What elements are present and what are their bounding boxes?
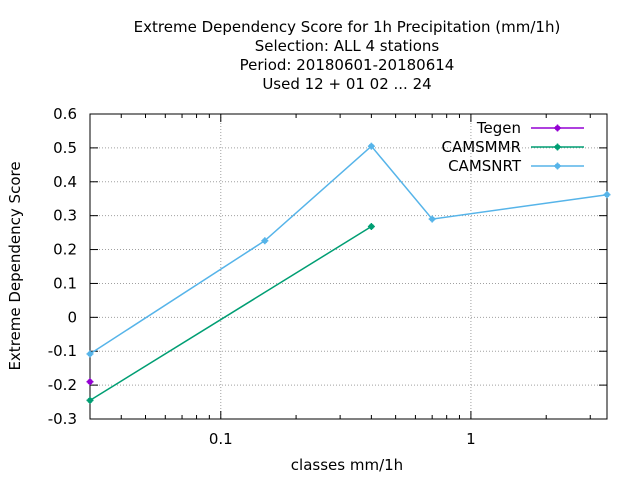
legend-item-camsnrt: CAMSNRT	[448, 157, 584, 175]
data-point-camsmmr	[86, 396, 94, 404]
series-line-camsmmr	[89, 225, 372, 402]
data-point-camsnrt	[86, 350, 94, 358]
legend-marker	[554, 143, 561, 151]
series-camsmmr	[86, 223, 375, 404]
series-layer	[86, 142, 611, 404]
chart-subtitle-period: Period: 20180601-20180614	[240, 56, 455, 74]
y-tick-label: -0.2	[48, 376, 77, 394]
legend-item-camsmmr: CAMSMMR	[441, 138, 584, 156]
y-tick-label: 0.6	[53, 105, 77, 123]
x-tick-label: 0.1	[209, 430, 233, 448]
y-tick-label: 0.5	[53, 139, 77, 157]
y-tick-label: 0.4	[53, 173, 77, 191]
data-point-camsnrt	[261, 237, 269, 245]
legend-label: CAMSMMR	[441, 138, 521, 156]
axis-ticks: 0.6 0.5 0.4 0.3 0.2 0.1 0 -0.1 -0.2 -0.3 0.1 1	[48, 105, 607, 448]
y-axis-label: Extreme Dependency Score	[6, 161, 24, 370]
y-tick-label: -0.1	[48, 342, 77, 360]
data-point-tegen	[86, 378, 94, 386]
legend-label: Tegen	[476, 119, 521, 137]
grid	[90, 114, 607, 419]
chart-subtitle-used: Used 12 + 01 02 ... 24	[262, 75, 431, 93]
series-tegen	[86, 378, 94, 386]
plot-frame	[89, 113, 608, 420]
y-tick-label: -0.3	[48, 410, 77, 428]
chart-title-block: Extreme Dependency Score for 1h Precipit…	[134, 18, 561, 93]
data-point-camsmmr	[367, 223, 375, 231]
legend-marker	[554, 162, 561, 170]
data-point-camsnrt	[428, 215, 436, 223]
chart-title: Extreme Dependency Score for 1h Precipit…	[134, 18, 561, 36]
legend-marker	[554, 124, 561, 132]
x-axis-label: classes mm/1h	[291, 456, 403, 474]
y-tick-label: 0.3	[53, 207, 77, 225]
y-tick-label: 0.1	[53, 274, 77, 292]
y-tick-label: 0	[67, 308, 77, 326]
chart-subtitle-selection: Selection: ALL 4 stations	[255, 37, 440, 55]
legend-item-tegen: Tegen	[476, 119, 584, 137]
x-tick-label: 1	[466, 430, 476, 448]
y-tick-label: 0.2	[53, 241, 77, 259]
data-point-camsnrt	[603, 191, 611, 199]
data-point-camsnrt	[367, 142, 375, 150]
legend-label: CAMSNRT	[448, 157, 522, 175]
series-camsnrt	[86, 142, 611, 358]
